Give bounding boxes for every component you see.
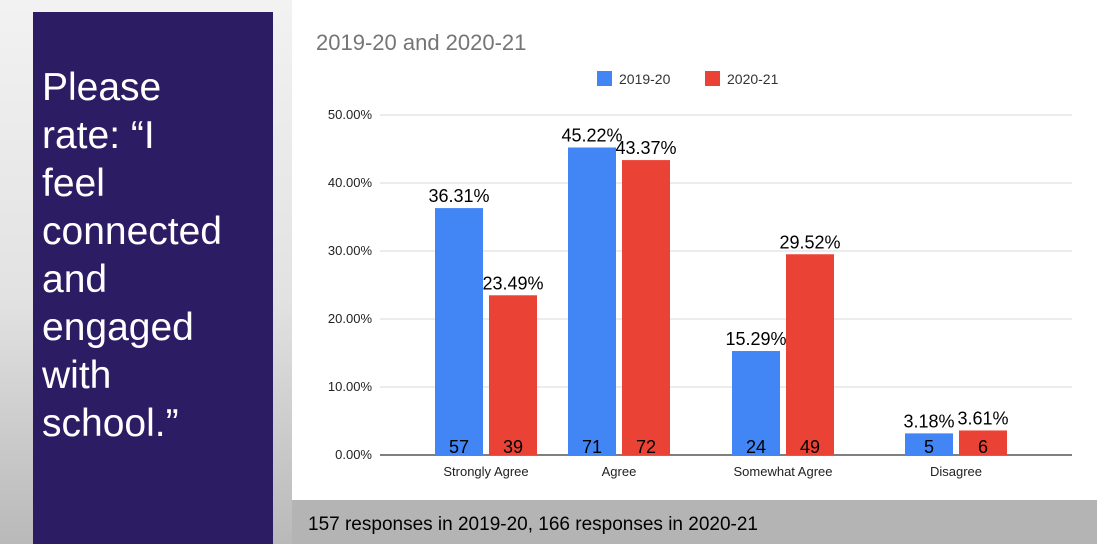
legend-swatch [705, 71, 720, 86]
bar [905, 433, 953, 455]
bar-count-label: 5 [924, 437, 934, 457]
legend-label: 2019-20 [619, 71, 671, 87]
bar [435, 208, 483, 455]
bar [568, 147, 616, 455]
y-tick-label: 40.00% [328, 175, 373, 190]
bar-count-label: 49 [800, 437, 820, 457]
y-tick-label: 0.00% [335, 447, 372, 462]
footer-text: 157 responses in 2019-20, 166 responses … [308, 514, 758, 535]
bar-value-label: 15.29% [725, 329, 786, 349]
y-tick-label: 20.00% [328, 311, 373, 326]
bar-value-label: 36.31% [428, 186, 489, 206]
bar [489, 295, 537, 455]
bar-value-label: 29.52% [779, 232, 840, 252]
x-tick-label: Disagree [930, 464, 982, 479]
chart-title: 2019-20 and 2020-21 [316, 30, 526, 55]
bar-value-label: 3.18% [903, 411, 954, 431]
bar-count-label: 6 [978, 437, 988, 457]
chart-bars: 36.31% 57 23.49% 39 45.22% 71 43.37% 72 15.29% 24… [428, 126, 1008, 457]
bar-chart: 2019-20 and 2020-21 2019-20 2020-21 0.00%… [316, 30, 1072, 479]
bar [959, 430, 1007, 455]
y-tick-label: 10.00% [328, 379, 373, 394]
bar [786, 254, 834, 455]
bar-value-label: 23.49% [482, 273, 543, 293]
x-tick-label: Somewhat Agree [733, 464, 832, 479]
bar-count-label: 57 [449, 437, 469, 457]
bar-count-label: 24 [746, 437, 766, 457]
bar-count-label: 72 [636, 437, 656, 457]
bar-value-label: 45.22% [561, 126, 622, 146]
chart-card: 2019-20 and 2020-21 2019-20 2020-21 0.00%… [292, 0, 1097, 500]
footer-band: 157 responses in 2019-20, 166 responses … [292, 500, 1097, 544]
chart-legend: 2019-20 2020-21 [597, 71, 779, 87]
bar [732, 351, 780, 455]
chart-x-axis: Strongly Agree Agree Somewhat Agree Disagre… [443, 464, 982, 479]
x-tick-label: Strongly Agree [443, 464, 528, 479]
bar-value-label: 3.61% [957, 408, 1008, 428]
x-tick-label: Agree [602, 464, 637, 479]
bar-value-label: 43.37% [615, 138, 676, 158]
bar-count-label: 39 [503, 437, 523, 457]
y-tick-label: 30.00% [328, 243, 373, 258]
bar [622, 160, 670, 456]
legend-swatch [597, 71, 612, 86]
bar-count-label: 71 [582, 437, 602, 457]
question-text: Please rate: “I feel connected and engag… [42, 66, 222, 445]
question-panel: Please rate: “I feel connected and engag… [33, 12, 273, 544]
legend-label: 2020-21 [727, 71, 779, 87]
y-tick-label: 50.00% [328, 107, 373, 122]
